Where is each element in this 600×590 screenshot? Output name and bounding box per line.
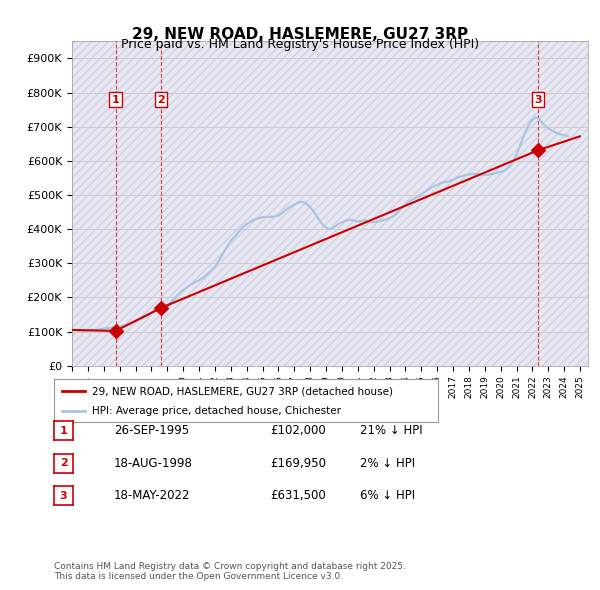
Text: 3: 3 [535, 95, 542, 104]
Text: 18-AUG-1998: 18-AUG-1998 [114, 457, 193, 470]
Text: 18-MAY-2022: 18-MAY-2022 [114, 489, 191, 502]
Text: HPI: Average price, detached house, Chichester: HPI: Average price, detached house, Chic… [92, 406, 341, 416]
Text: 3: 3 [60, 491, 67, 500]
Text: 29, NEW ROAD, HASLEMERE, GU27 3RP: 29, NEW ROAD, HASLEMERE, GU27 3RP [132, 27, 468, 41]
Text: £631,500: £631,500 [270, 489, 326, 502]
Text: 1: 1 [60, 426, 67, 435]
Point [157, 303, 166, 313]
Text: £102,000: £102,000 [270, 424, 326, 437]
Text: £169,950: £169,950 [270, 457, 326, 470]
Text: 26-SEP-1995: 26-SEP-1995 [114, 424, 189, 437]
Text: Contains HM Land Registry data © Crown copyright and database right 2025.
This d: Contains HM Land Registry data © Crown c… [54, 562, 406, 581]
Text: 2% ↓ HPI: 2% ↓ HPI [360, 457, 415, 470]
Text: 1: 1 [112, 95, 119, 104]
Text: Price paid vs. HM Land Registry's House Price Index (HPI): Price paid vs. HM Land Registry's House … [121, 38, 479, 51]
Point [111, 326, 121, 336]
Text: 2: 2 [158, 95, 165, 104]
Text: 21% ↓ HPI: 21% ↓ HPI [360, 424, 422, 437]
Text: 29, NEW ROAD, HASLEMERE, GU27 3RP (detached house): 29, NEW ROAD, HASLEMERE, GU27 3RP (detac… [92, 386, 394, 396]
Point [533, 145, 543, 155]
Text: 2: 2 [60, 458, 67, 468]
Text: 6% ↓ HPI: 6% ↓ HPI [360, 489, 415, 502]
